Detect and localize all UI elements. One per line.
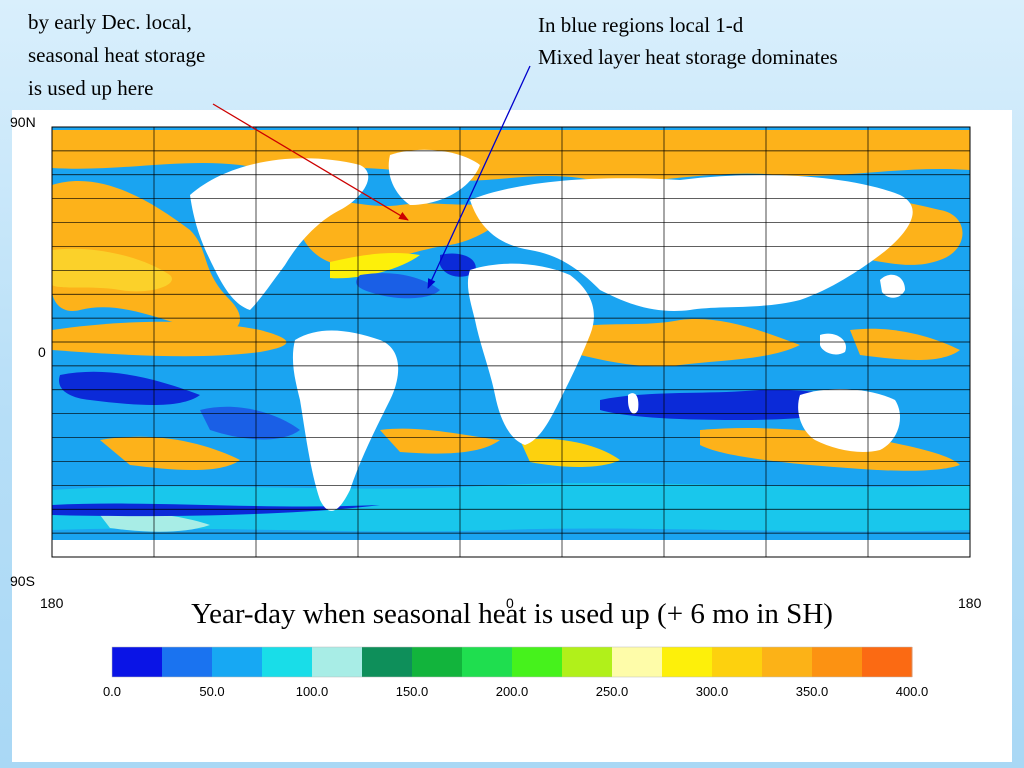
- landmass-japan: [880, 274, 905, 298]
- colorbar-tick-label: 150.0: [396, 684, 429, 699]
- lat-label-north: 90N: [10, 114, 36, 130]
- callout-blue-regions: In blue regions local 1-d Mixed layer he…: [538, 13, 838, 69]
- figure-caption: Year-day when seasonal heat is used up (…: [191, 598, 833, 630]
- lon-label-west: 180: [40, 595, 64, 611]
- colorbar-tick-label: 100.0: [296, 684, 329, 699]
- colorbar-tick-label: 200.0: [496, 684, 529, 699]
- field-yellow-natlantic: [330, 252, 420, 279]
- field-orange-arctic: [52, 130, 970, 182]
- field-darkblue-spacific: [200, 406, 300, 440]
- field-orange-southern-ocean: [700, 428, 960, 471]
- landmass-madagascar: [628, 393, 639, 414]
- lon-label-east: 180: [958, 595, 982, 611]
- colorbar-tick-label: 300.0: [696, 684, 729, 699]
- colorbar-swatch: [562, 647, 613, 677]
- landmass-greenland: [388, 149, 480, 205]
- map-grid: [52, 127, 970, 557]
- field-cyan-southern-ocean: [52, 482, 970, 532]
- colorbar-frame: [111, 646, 913, 678]
- field-orange-natlantic: [297, 198, 506, 266]
- field-orange-indian: [560, 319, 800, 367]
- colorbar-swatch: [662, 647, 713, 677]
- arrow-seasonal-heat: [212, 103, 409, 221]
- colorbar-swatch: [612, 647, 663, 677]
- lat-label-south: 90S: [10, 573, 35, 589]
- colorbar-tick-label: 0.0: [103, 684, 121, 699]
- arrow-blue-regions: [427, 65, 531, 289]
- field-yellow-satlantic: [520, 438, 620, 467]
- lon-label-center: 0: [506, 595, 514, 611]
- colorbar-swatch: [162, 647, 213, 677]
- colorbar-swatch: [812, 647, 863, 677]
- lat-label-equator: 0: [38, 344, 46, 360]
- field-orange-eq-pacific: [52, 321, 287, 357]
- colorbar-swatch: [212, 647, 263, 677]
- colorbar-tick-label: 50.0: [199, 684, 224, 699]
- field-orange-satlantic: [380, 428, 500, 454]
- landmass-australia: [798, 388, 900, 452]
- colorbar-swatch: [712, 647, 763, 677]
- colorbar-tick-label: 400.0: [896, 684, 929, 699]
- landmass-south-america: [292, 330, 399, 511]
- map-frame: [51, 126, 971, 558]
- field-orange-npacific-west: [52, 181, 240, 333]
- colorbar-swatch: [762, 647, 813, 677]
- colorbar-swatch: [362, 647, 413, 677]
- colorbar-tick-label: 250.0: [596, 684, 629, 699]
- callout-seasonal-heat: by early Dec. local, seasonal heat stora…: [28, 10, 206, 100]
- colorbar-swatch: [862, 647, 913, 677]
- landmass-eurasia: [470, 175, 913, 311]
- field-navy-natlantic: [440, 253, 476, 277]
- landmass-north-america: [190, 158, 369, 310]
- colorbar-tick-labels: 0.0 50.0 100.0 150.0 200.0 250.0 300.0 350.0 400…: [103, 684, 928, 699]
- colorbar-swatch: [462, 647, 513, 677]
- landmass-indonesia: [820, 333, 846, 355]
- field-lightcyan-southern: [100, 513, 210, 532]
- field-orange-west-pacific: [850, 328, 960, 360]
- colorbar: [111, 646, 913, 678]
- colorbar-swatch: [512, 647, 563, 677]
- field-navy-southern-band: [52, 503, 380, 517]
- colorbar-tick-label: 350.0: [796, 684, 829, 699]
- colorbar-swatch: [312, 647, 363, 677]
- landmass-antarctica: [52, 540, 970, 557]
- field-navy-spacific-1: [59, 371, 201, 405]
- colorbar-swatch: [112, 647, 163, 677]
- colorbar-swatch: [412, 647, 463, 677]
- landmass-africa: [467, 263, 594, 445]
- field-darkblue-natlantic: [356, 273, 440, 299]
- colorbar-swatch: [262, 647, 313, 677]
